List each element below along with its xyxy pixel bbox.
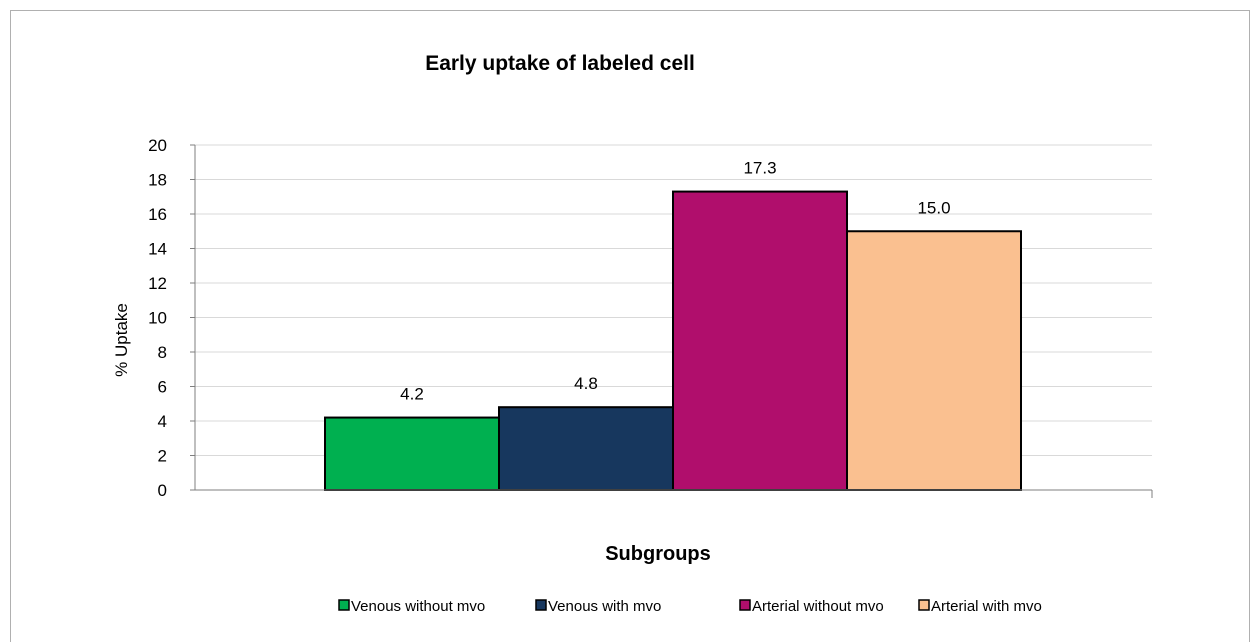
- legend-label: Venous without mvo: [351, 598, 485, 615]
- legend-swatch: [918, 599, 930, 611]
- y-tick-label: 8: [158, 343, 167, 362]
- y-tick-label: 20: [148, 136, 167, 155]
- legend-swatch: [739, 599, 751, 611]
- y-tick-label: 0: [158, 481, 167, 500]
- y-tick-label: 4: [158, 412, 167, 431]
- data-label: 17.3: [743, 159, 776, 178]
- chart-title: Early uptake of labeled cell: [425, 52, 695, 75]
- y-tick-label: 12: [148, 274, 167, 293]
- bar: [498, 406, 674, 492]
- data-label: 15.0: [917, 198, 950, 217]
- y-axis-ticks: 0 2 4 6 8 10 12 14 16 18 20: [148, 136, 1153, 500]
- data-label: 4.2: [400, 385, 424, 404]
- x-axis-label: Subgroups: [605, 543, 711, 565]
- y-tick-label: 16: [148, 205, 167, 224]
- legend-label: Arterial with mvo: [931, 598, 1042, 615]
- legend: Venous without mvo Venous with mvo Arteria…: [338, 598, 1042, 615]
- data-labels: 4.2 4.8 17.3 15.0: [400, 159, 950, 404]
- bar: [324, 416, 500, 491]
- y-tick-label: 6: [158, 378, 167, 397]
- bars: [324, 190, 1022, 492]
- y-tick-label: 14: [148, 240, 167, 259]
- legend-swatch: [535, 599, 547, 611]
- y-tick-label: 10: [148, 309, 167, 328]
- legend-swatch: [338, 599, 350, 611]
- chart-frame: [10, 10, 1250, 642]
- legend-label: Arterial without mvo: [752, 598, 884, 615]
- y-axis-label: % Uptake: [112, 303, 131, 377]
- bar: [672, 190, 848, 491]
- y-tick-label: 18: [148, 171, 167, 190]
- bar: [846, 230, 1022, 491]
- y-tick-label: 2: [158, 447, 167, 466]
- legend-label: Venous with mvo: [548, 598, 661, 615]
- data-label: 4.8: [574, 374, 598, 393]
